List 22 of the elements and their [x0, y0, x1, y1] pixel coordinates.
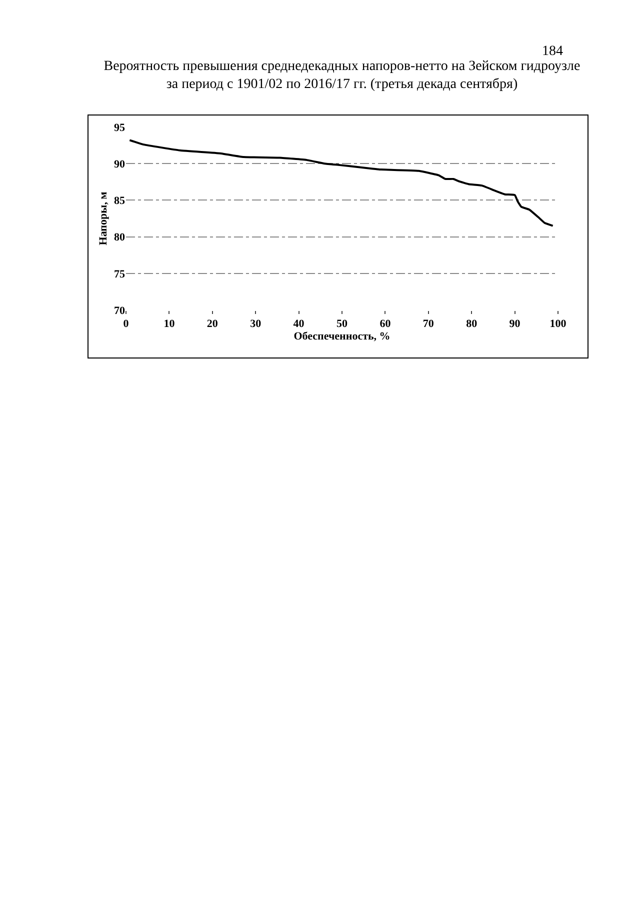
x-tick-label: 70 — [422, 318, 434, 330]
y-tick-label: 85 — [114, 195, 126, 208]
text: 184 — [542, 44, 563, 59]
x-tick-label: 100 — [550, 318, 567, 330]
x-tick-label: 80 — [466, 318, 478, 330]
chart-title: Вероятность превышения среднедекадных напоров-нетто на Зейском гидроузле за период с 1901/02 по 2016/17 гг. (третья декада сентября) — [104, 59, 580, 92]
x-tick-label: 40 — [293, 318, 305, 330]
x-tick-label: 20 — [206, 318, 218, 330]
x-tick-label: 50 — [336, 318, 348, 330]
x-tick-label: 0 — [123, 318, 130, 330]
y-tick-label: 70 — [114, 304, 126, 317]
x-tick-label: 30 — [250, 318, 262, 330]
y-tick-label: 95 — [114, 122, 126, 134]
y-tick-label: 90 — [114, 158, 126, 170]
x-tick-label: 90 — [509, 318, 521, 330]
y-tick-label: 80 — [114, 232, 126, 244]
x-tick-label: 60 — [380, 318, 392, 330]
y-tick-label: 75 — [114, 268, 126, 280]
line-series — [128, 139, 554, 227]
y-axis-title: Напоры, м — [98, 191, 110, 246]
x-axis-title: Обеспеченность, % — [294, 330, 390, 342]
x-tick-label: 10 — [164, 318, 176, 330]
